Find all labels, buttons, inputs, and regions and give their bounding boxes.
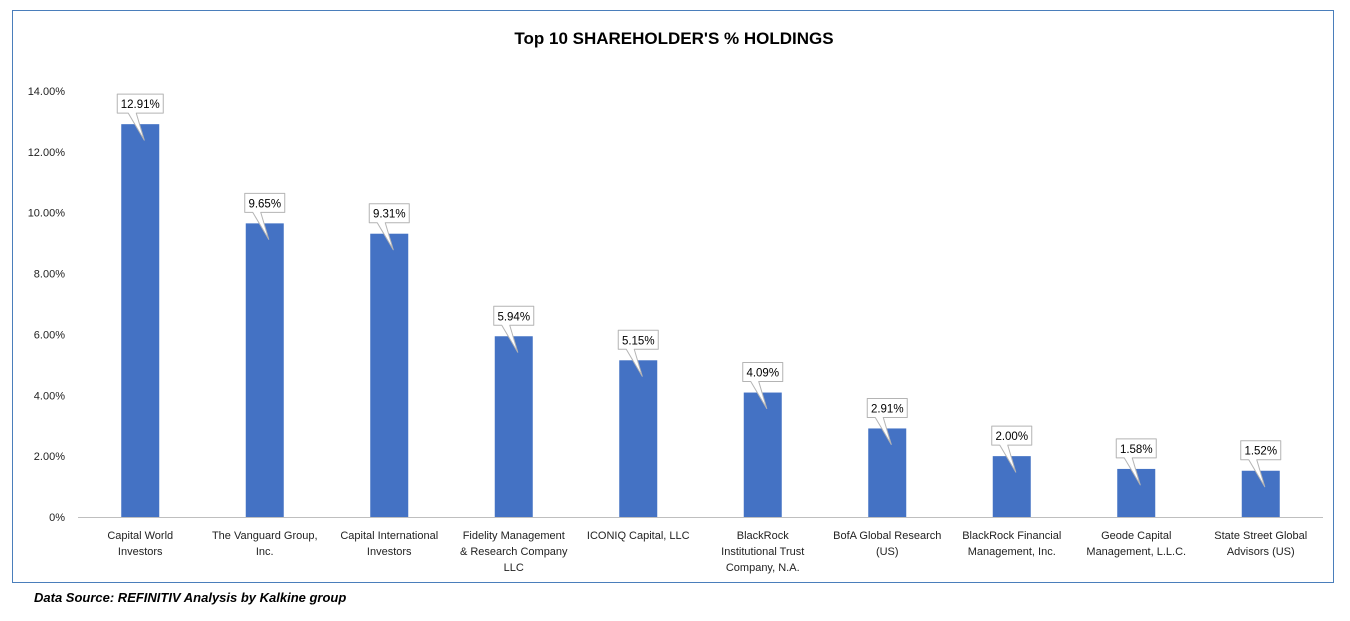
data-label: 2.00% — [995, 431, 1028, 443]
x-tick-label: Fidelity Management & Research Company LLC — [460, 530, 568, 574]
data-label-callout — [493, 305, 535, 353]
y-tick-label: 0% — [49, 512, 65, 524]
bar — [619, 360, 658, 517]
data-label-callout — [991, 425, 1033, 473]
data-label: 9.65% — [248, 198, 281, 210]
bar — [121, 124, 160, 517]
data-label: 1.52% — [1244, 446, 1277, 458]
y-tick-label: 8.00% — [34, 269, 65, 281]
bar — [494, 336, 533, 517]
bar — [370, 233, 409, 517]
bar — [868, 428, 907, 517]
y-tick-label: 6.00% — [34, 329, 65, 341]
data-label: 9.31% — [373, 209, 406, 221]
data-label-callout — [116, 93, 164, 141]
bar — [245, 223, 284, 517]
x-tick-label: Capital World Investors — [107, 530, 173, 558]
bars-group — [121, 124, 1280, 517]
data-labels-group: 12.91% 9.65% 9.31% 5.94% 5.15% 4.09% 2.91% 2.00… — [116, 93, 1282, 488]
data-label-callout — [1240, 440, 1282, 488]
bar — [743, 392, 782, 517]
data-label-callout — [617, 329, 659, 377]
chart-title: Top 10 SHAREHOLDER'S % HOLDINGS — [514, 29, 833, 48]
x-axis: Capital World Investors The Vanguard Group… — [78, 517, 1323, 574]
data-label: 4.09% — [746, 368, 779, 380]
data-label-callout — [742, 362, 784, 410]
data-label-callout — [244, 192, 286, 240]
data-label-callout — [866, 397, 908, 445]
data-label: 5.94% — [497, 311, 530, 323]
y-tick-label: 14.00% — [28, 86, 66, 98]
data-label-callout — [1115, 438, 1157, 486]
data-label: 1.58% — [1120, 444, 1153, 456]
y-tick-label: 10.00% — [28, 208, 66, 220]
y-axis: 0% 2.00% 4.00% 6.00% 8.00% 10.00% 12.00% 14.00% — [28, 86, 66, 524]
x-tick-label: Geode Capital Management, L.L.C. — [1086, 530, 1186, 558]
chart-frame: Top 10 SHAREHOLDER'S % HOLDINGS 0% 2.00% 4… — [12, 10, 1334, 583]
data-label: 12.91% — [121, 99, 160, 111]
y-tick-label: 4.00% — [34, 390, 65, 402]
data-label-callout — [368, 203, 410, 251]
x-tick-label: ICONIQ Capital, LLC — [587, 530, 690, 542]
bar-chart: Top 10 SHAREHOLDER'S % HOLDINGS 0% 2.00% 4… — [28, 29, 1323, 574]
y-tick-label: 12.00% — [28, 147, 66, 159]
data-label: 5.15% — [622, 335, 655, 347]
x-tick-label: BlackRock Financial Management, Inc. — [962, 530, 1061, 558]
x-tick-label: The Vanguard Group, Inc. — [212, 530, 318, 558]
x-tick-label: BlackRock Institutional Trust Company, N.A… — [721, 530, 804, 574]
x-tick-label: Capital International Investors — [340, 530, 438, 558]
x-tick-label: BofA Global Research (US) — [833, 530, 941, 558]
data-source-note: Data Source: REFINITIV Analysis by Kalki… — [34, 590, 347, 605]
x-tick-label: State Street Global Advisors (US) — [1214, 530, 1307, 558]
y-tick-label: 2.00% — [34, 451, 65, 463]
data-label: 2.91% — [871, 403, 904, 415]
